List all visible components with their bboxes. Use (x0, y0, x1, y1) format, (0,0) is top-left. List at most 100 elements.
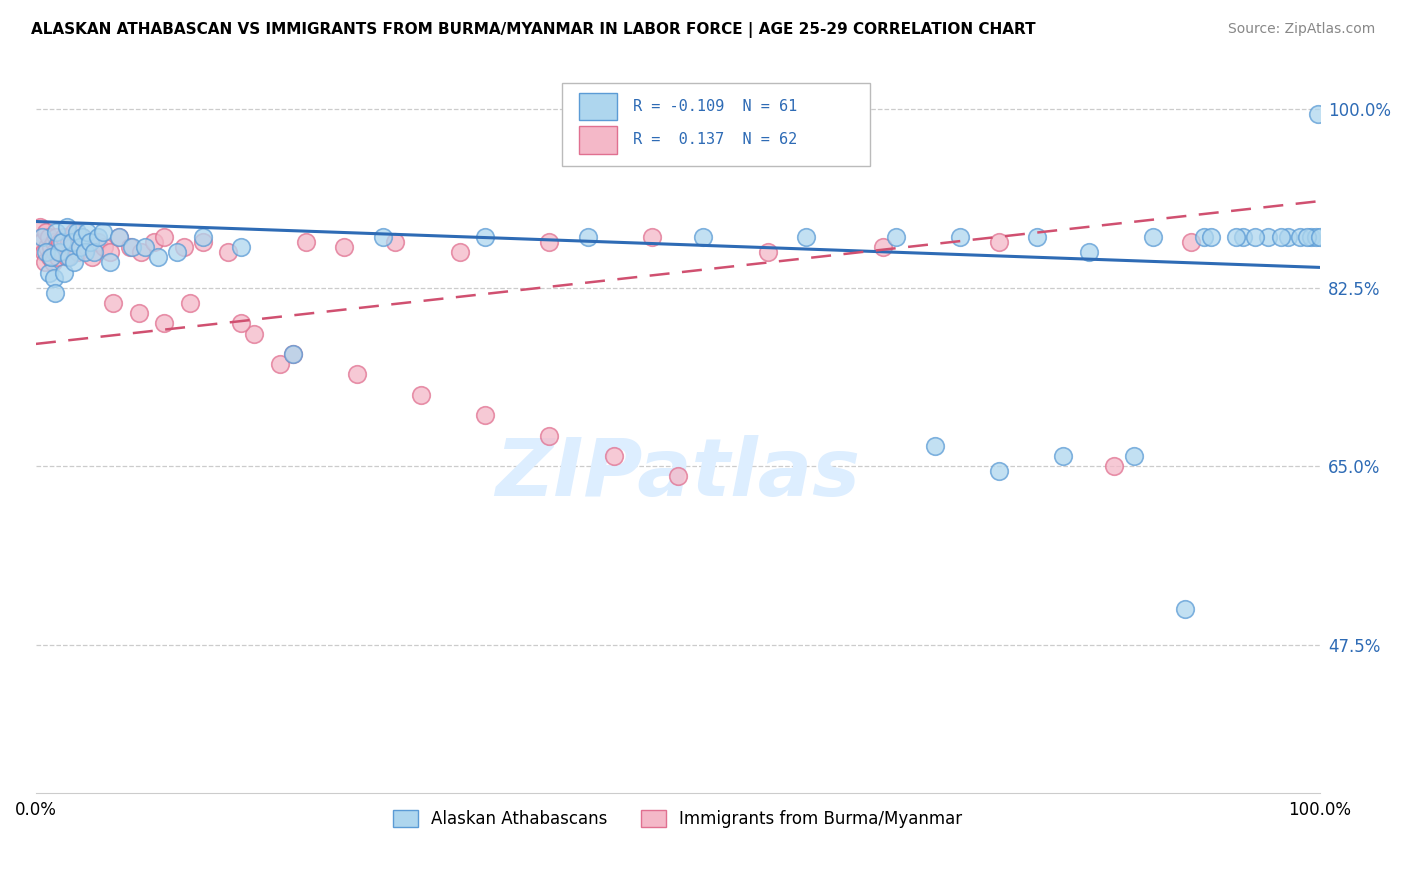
Bar (579, 93, 617, 120)
Point (231, 240, 253, 254)
Point (58, 250, 80, 264)
Point (641, 229, 664, 244)
Point (48, 245, 70, 260)
Point (1122, 449, 1144, 463)
Text: ALASKAN ATHABASCAN VS IMMIGRANTS FROM BURMA/MYANMAR IN LABOR FORCE | AGE 25-29 C: ALASKAN ATHABASCAN VS IMMIGRANTS FROM BU… (31, 22, 1036, 38)
Point (79, 235, 101, 249)
Point (371, 229, 394, 244)
Point (39, 250, 62, 264)
Point (1052, 449, 1074, 463)
Point (1305, 229, 1327, 244)
Point (1277, 229, 1299, 244)
Point (987, 464, 1010, 478)
Point (474, 409, 496, 423)
Point (924, 439, 946, 453)
Point (41, 240, 63, 254)
Point (45, 229, 67, 244)
Point (73, 245, 96, 260)
Point (346, 368, 368, 382)
Point (191, 229, 214, 244)
Point (218, 245, 240, 260)
Point (409, 388, 432, 402)
Point (28, 219, 51, 234)
Point (70, 229, 93, 244)
Point (281, 347, 304, 361)
Point (146, 250, 169, 264)
Point (37, 240, 59, 254)
Point (38, 229, 60, 244)
Text: R = -0.109  N = 61: R = -0.109 N = 61 (633, 99, 797, 114)
Point (34, 255, 56, 269)
Point (872, 240, 894, 254)
Point (333, 240, 356, 254)
Point (1192, 229, 1215, 244)
Text: R =  0.137  N = 62: R = 0.137 N = 62 (633, 132, 797, 147)
Point (1225, 229, 1247, 244)
Point (231, 317, 253, 331)
Point (83, 245, 105, 260)
Point (108, 229, 131, 244)
Point (794, 229, 817, 244)
Point (100, 255, 122, 269)
Point (1295, 229, 1317, 244)
Point (1299, 229, 1322, 244)
Point (576, 229, 599, 244)
Point (53, 229, 76, 244)
Point (58, 235, 80, 249)
Point (692, 229, 714, 244)
Point (1289, 229, 1312, 244)
Bar (579, 126, 617, 153)
Point (51, 235, 73, 249)
Point (294, 235, 316, 249)
Point (118, 240, 141, 254)
FancyBboxPatch shape (562, 83, 870, 166)
Point (1199, 229, 1222, 244)
Point (602, 449, 624, 463)
Point (35, 245, 58, 260)
Point (55, 219, 77, 234)
Point (121, 240, 143, 254)
Point (884, 229, 907, 244)
Text: ZIPatlas: ZIPatlas (495, 435, 860, 513)
Point (474, 229, 496, 244)
Point (35, 225, 58, 239)
Point (166, 245, 188, 260)
Point (31, 235, 53, 249)
Point (82, 250, 104, 264)
Point (243, 326, 266, 341)
Point (1174, 602, 1197, 616)
Point (41, 255, 63, 269)
Point (86, 235, 108, 249)
Point (41, 250, 63, 264)
Point (48, 240, 70, 254)
Point (756, 245, 779, 260)
Point (63, 225, 86, 239)
Point (42, 235, 65, 249)
Legend: Alaskan Athabascans, Immigrants from Burma/Myanmar: Alaskan Athabascans, Immigrants from Bur… (387, 804, 969, 835)
Point (55, 250, 77, 264)
Point (384, 235, 406, 249)
Point (449, 245, 471, 260)
Point (538, 235, 561, 249)
Point (134, 240, 156, 254)
Point (69, 240, 91, 254)
Point (93, 240, 115, 254)
Point (91, 225, 114, 239)
Point (38, 265, 60, 279)
Point (60, 240, 83, 254)
Point (1142, 229, 1164, 244)
Point (1180, 235, 1202, 249)
Point (987, 235, 1010, 249)
Point (143, 235, 166, 249)
Point (45, 225, 67, 239)
Point (86, 229, 108, 244)
Point (179, 296, 201, 310)
Point (44, 285, 66, 300)
Point (269, 357, 291, 371)
Point (66, 225, 89, 239)
Point (63, 255, 86, 269)
Point (153, 317, 176, 331)
Point (191, 235, 214, 249)
Point (51, 245, 73, 260)
Point (666, 469, 689, 483)
